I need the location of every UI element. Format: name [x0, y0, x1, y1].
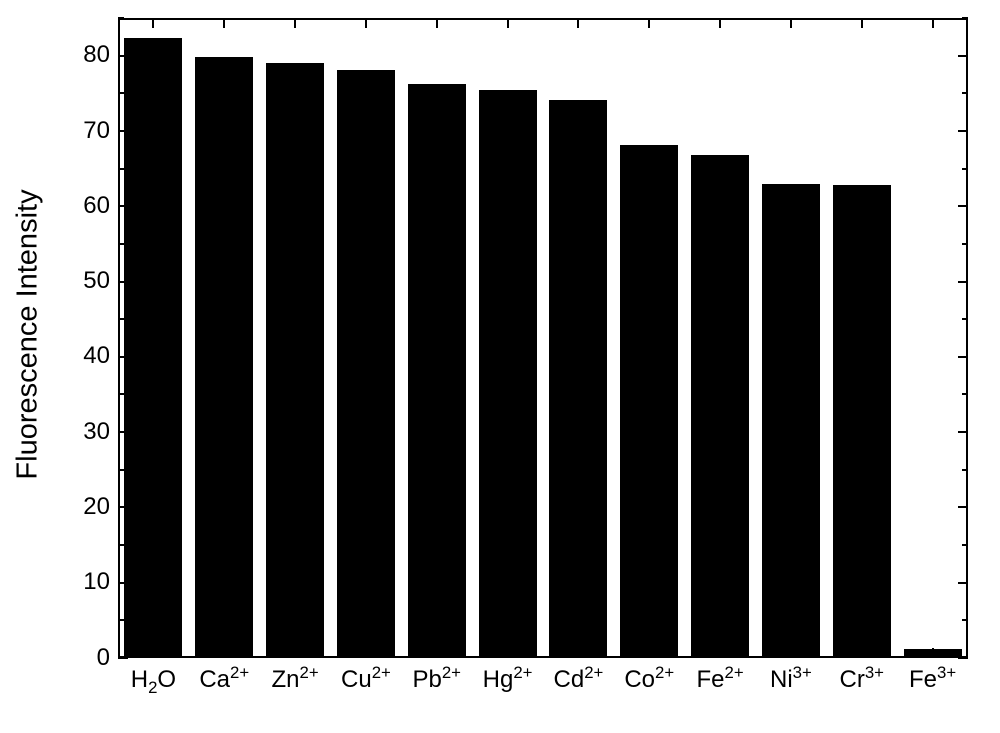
x-tick [507, 18, 509, 28]
x-tick [790, 18, 792, 28]
y-major-tick [958, 356, 968, 358]
x-tick-label: Cu2+ [331, 666, 402, 694]
x-tick [648, 18, 650, 28]
y-minor-tick [962, 168, 968, 170]
x-tick-label: Pb2+ [401, 666, 472, 694]
y-minor-tick [118, 92, 124, 94]
y-major-tick [958, 582, 968, 584]
y-minor-tick [962, 243, 968, 245]
bar [266, 63, 324, 658]
bar [691, 155, 749, 658]
y-minor-tick [118, 243, 124, 245]
x-tick-label: Co2+ [614, 666, 685, 694]
x-tick [719, 18, 721, 28]
y-minor-tick [962, 544, 968, 546]
bar [479, 90, 537, 658]
y-tick-label: 10 [60, 568, 110, 596]
x-tick-label: Ni3+ [756, 666, 827, 694]
x-tick [152, 18, 154, 28]
x-tick [436, 648, 438, 658]
y-tick-label: 40 [60, 342, 110, 370]
y-major-tick [958, 431, 968, 433]
x-tick [932, 648, 934, 658]
bar [762, 184, 820, 658]
x-tick [861, 648, 863, 658]
x-tick-label: Fe2+ [685, 666, 756, 694]
x-tick [436, 18, 438, 28]
y-axis-label: Fluorescence Intensity [12, 154, 45, 514]
y-major-tick [958, 506, 968, 508]
bar [833, 185, 891, 658]
x-tick-label: Fe3+ [897, 666, 968, 694]
bar [124, 38, 182, 658]
x-tick [861, 18, 863, 28]
x-tick [507, 648, 509, 658]
y-minor-tick [962, 469, 968, 471]
y-minor-tick [118, 168, 124, 170]
y-minor-tick [962, 92, 968, 94]
x-tick [577, 18, 579, 28]
x-tick [294, 648, 296, 658]
y-minor-tick [118, 544, 124, 546]
x-tick [719, 648, 721, 658]
x-tick-label: Zn2+ [260, 666, 331, 694]
y-major-tick [958, 55, 968, 57]
x-tick-label: Ca2+ [189, 666, 260, 694]
x-tick [648, 648, 650, 658]
bar [549, 100, 607, 658]
x-tick [294, 18, 296, 28]
y-tick-label: 70 [60, 117, 110, 145]
y-tick-label: 20 [60, 493, 110, 521]
y-major-tick [958, 130, 968, 132]
y-tick-label: 50 [60, 267, 110, 295]
y-tick-label: 30 [60, 418, 110, 446]
x-tick-label: Cr3+ [826, 666, 897, 694]
bar [408, 84, 466, 658]
x-tick [152, 648, 154, 658]
x-tick [790, 648, 792, 658]
bar [195, 57, 253, 658]
y-minor-tick [962, 318, 968, 320]
y-minor-tick [962, 393, 968, 395]
x-tick-label: Cd2+ [543, 666, 614, 694]
y-minor-tick [118, 318, 124, 320]
x-tick [365, 18, 367, 28]
y-minor-tick [962, 619, 968, 621]
y-tick-label: 0 [60, 644, 110, 672]
y-minor-tick [118, 619, 124, 621]
y-major-tick [958, 281, 968, 283]
y-major-tick [958, 205, 968, 207]
y-tick-label: 60 [60, 192, 110, 220]
x-tick-label: H2O [118, 666, 189, 694]
x-tick [577, 648, 579, 658]
x-tick [223, 18, 225, 28]
x-tick [932, 18, 934, 28]
x-tick [365, 648, 367, 658]
y-minor-tick [962, 17, 968, 19]
x-tick-label: Hg2+ [472, 666, 543, 694]
bar [620, 145, 678, 658]
bar [337, 70, 395, 658]
y-tick-label: 80 [60, 41, 110, 69]
y-minor-tick [118, 393, 124, 395]
y-minor-tick [118, 17, 124, 19]
y-minor-tick [118, 469, 124, 471]
fluorescence-bar-chart: Fluorescence Intensity 0 10 20 30 40 50 60 70 80… [0, 0, 1000, 733]
x-tick [223, 648, 225, 658]
